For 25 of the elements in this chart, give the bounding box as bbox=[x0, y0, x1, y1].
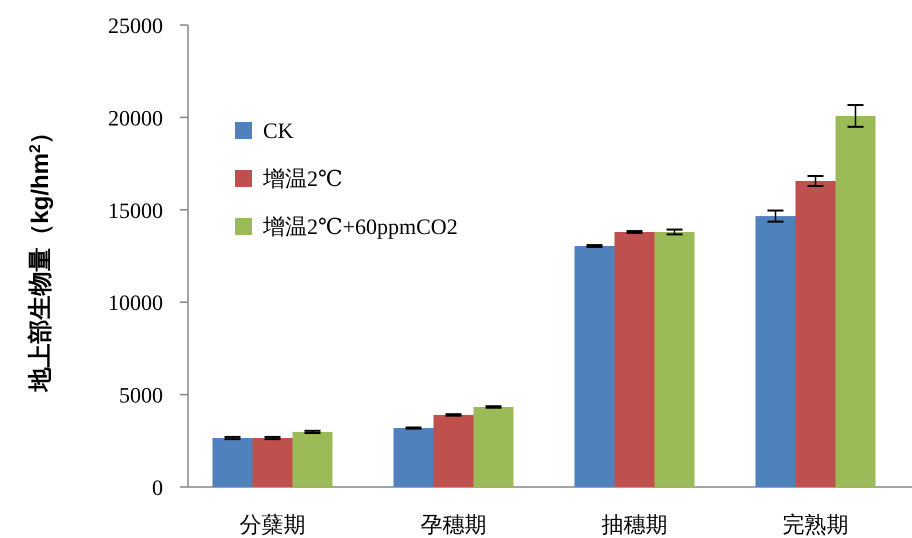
y-tick-label: 0 bbox=[152, 474, 163, 500]
bar bbox=[756, 216, 796, 487]
bar bbox=[394, 428, 434, 487]
legend-label: 增温2℃+60ppmCO2 bbox=[262, 214, 458, 238]
legend-label: 增温2℃ bbox=[262, 166, 343, 190]
y-tick-label: 25000 bbox=[108, 12, 163, 38]
bar bbox=[474, 406, 514, 487]
bar bbox=[292, 432, 332, 487]
x-tick-label: 完熟期 bbox=[782, 512, 848, 537]
y-tick-label: 20000 bbox=[108, 104, 163, 130]
y-tick-label: 10000 bbox=[108, 290, 163, 315]
bar bbox=[434, 414, 474, 487]
x-tick-label: 抽穗期 bbox=[602, 512, 668, 537]
bar bbox=[836, 116, 876, 487]
x-tick-label: 孕穗期 bbox=[420, 512, 486, 537]
x-tick-label: 分蘖期 bbox=[240, 512, 306, 537]
legend-label: CK bbox=[263, 118, 294, 142]
bar bbox=[212, 438, 252, 487]
y-tick-label: 5000 bbox=[119, 382, 163, 408]
bar bbox=[574, 246, 614, 487]
y-tick-label: 15000 bbox=[108, 197, 163, 222]
bar bbox=[654, 232, 694, 487]
bar bbox=[252, 438, 292, 487]
bar bbox=[614, 232, 654, 487]
bar bbox=[796, 180, 836, 487]
